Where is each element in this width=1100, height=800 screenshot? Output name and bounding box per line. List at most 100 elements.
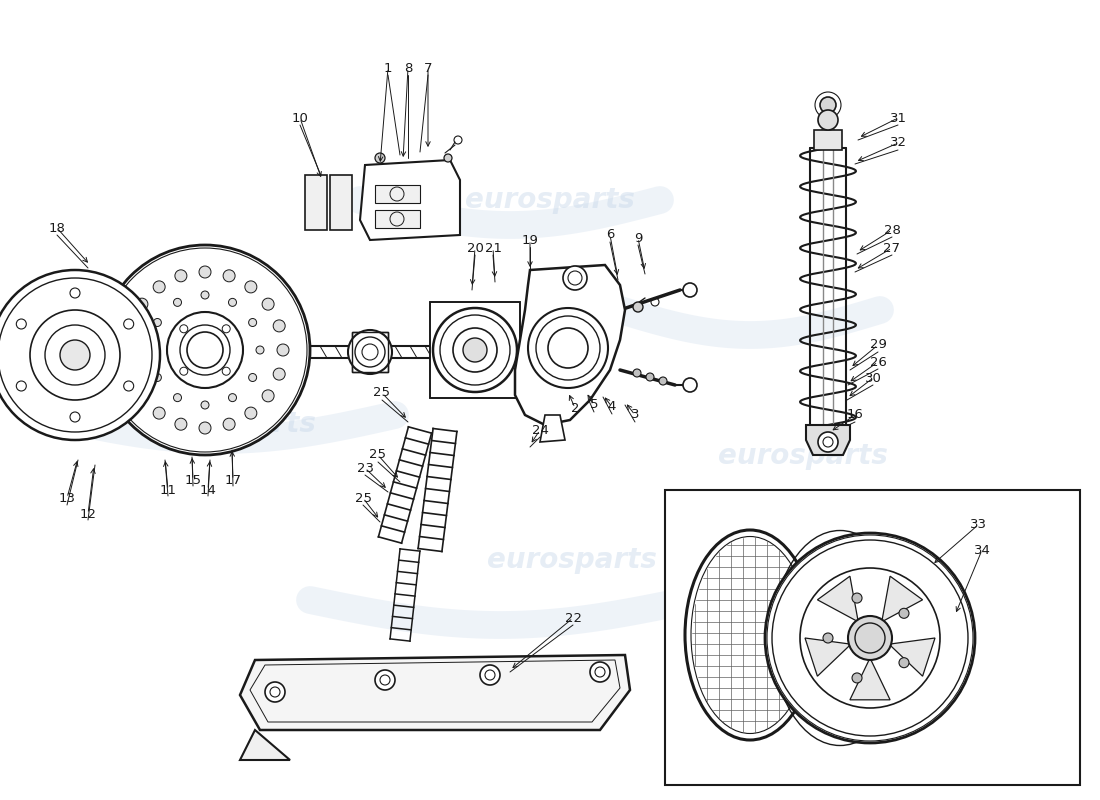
Circle shape [480,665,501,685]
Circle shape [899,658,909,668]
Circle shape [899,608,909,618]
Circle shape [124,320,136,332]
Circle shape [262,390,274,402]
Text: eurosparts: eurosparts [487,546,657,574]
Circle shape [632,369,641,377]
Circle shape [375,153,385,163]
Circle shape [249,318,256,326]
Circle shape [174,298,182,306]
Text: 25: 25 [370,449,386,462]
Text: 27: 27 [883,242,901,254]
Circle shape [273,320,285,332]
Circle shape [175,418,187,430]
Circle shape [136,390,147,402]
Text: 21: 21 [484,242,502,254]
Text: 8: 8 [404,62,412,74]
Text: 20: 20 [466,242,483,254]
Circle shape [563,266,587,290]
Text: eurosparts: eurosparts [465,186,635,214]
Circle shape [852,673,862,683]
Circle shape [256,346,264,354]
Circle shape [153,281,165,293]
Bar [375,185,420,203]
Circle shape [764,533,975,743]
Circle shape [100,245,310,455]
Text: 29: 29 [870,338,887,351]
Circle shape [348,330,392,374]
Circle shape [187,332,223,368]
Text: 32: 32 [890,137,906,150]
Circle shape [174,394,182,402]
Text: eurosparts: eurosparts [718,442,888,470]
Polygon shape [817,576,858,622]
Text: 18: 18 [48,222,65,234]
Circle shape [273,368,285,380]
Text: 7: 7 [424,62,432,74]
Text: 24: 24 [531,423,549,437]
Text: 30: 30 [865,371,881,385]
Circle shape [223,270,235,282]
Circle shape [121,344,133,356]
Polygon shape [240,655,630,730]
Text: 33: 33 [969,518,987,531]
Text: 4: 4 [608,401,616,414]
Circle shape [175,270,187,282]
Polygon shape [360,160,460,240]
Circle shape [277,344,289,356]
Text: 23: 23 [356,462,374,474]
Circle shape [632,302,644,312]
Circle shape [683,283,697,297]
Circle shape [199,422,211,434]
Bar [666,490,1080,785]
Text: 28: 28 [883,223,901,237]
Circle shape [229,394,236,402]
Circle shape [201,401,209,409]
Circle shape [848,616,892,660]
Text: eurosparts: eurosparts [146,410,316,438]
Circle shape [245,281,256,293]
Circle shape [818,432,838,452]
Circle shape [249,374,256,382]
Text: 25: 25 [354,491,372,505]
Circle shape [0,270,160,440]
Circle shape [528,308,608,388]
Circle shape [852,593,862,603]
Text: 6: 6 [606,229,614,242]
Polygon shape [515,265,625,425]
Circle shape [60,340,90,370]
Text: 10: 10 [292,111,308,125]
Circle shape [153,374,162,382]
Circle shape [153,318,162,326]
Text: 1: 1 [384,62,393,74]
Polygon shape [806,425,850,455]
Text: 17: 17 [224,474,242,486]
Circle shape [262,298,274,310]
Circle shape [124,368,136,380]
Circle shape [823,633,833,643]
Circle shape [433,308,517,392]
Text: 3: 3 [630,409,639,422]
Bar [352,332,388,372]
Circle shape [265,682,285,702]
Text: 13: 13 [58,491,76,505]
Text: 25: 25 [374,386,390,399]
Circle shape [463,338,487,362]
Text: 31: 31 [890,111,906,125]
Bar [375,210,420,228]
Circle shape [646,373,654,381]
Bar [330,175,352,230]
Polygon shape [882,576,923,622]
Circle shape [818,110,838,130]
Text: 22: 22 [564,611,582,625]
Polygon shape [889,638,935,676]
Polygon shape [850,658,890,700]
Bar [814,130,842,150]
Text: 2: 2 [571,402,580,414]
Circle shape [201,291,209,299]
Text: 19: 19 [521,234,538,246]
Circle shape [590,662,610,682]
Circle shape [683,378,697,392]
Circle shape [659,377,667,385]
Ellipse shape [685,530,815,740]
Text: 34: 34 [974,543,990,557]
